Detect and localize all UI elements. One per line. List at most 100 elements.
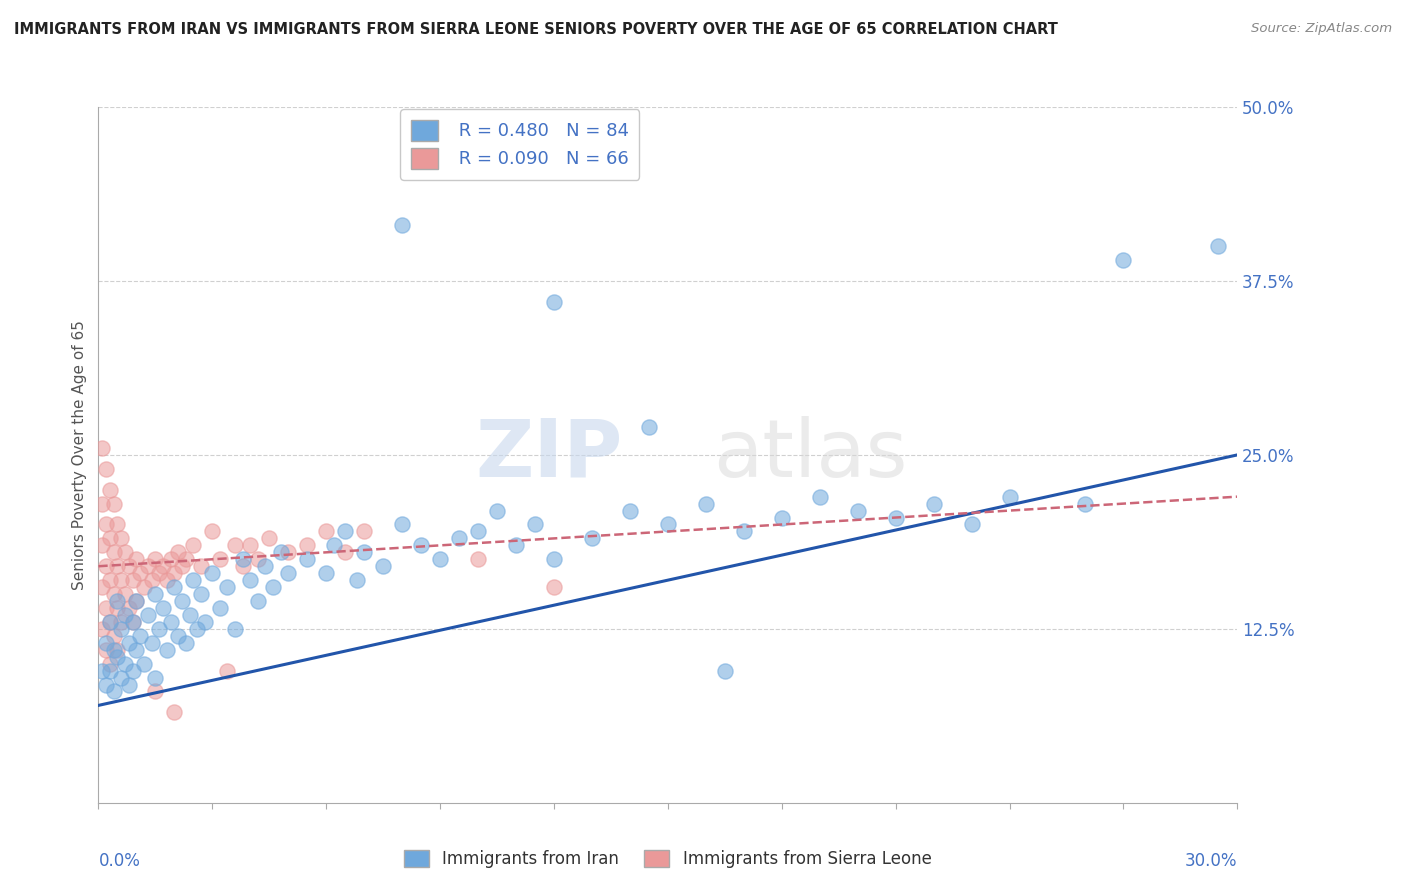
Text: 0.0%: 0.0% [98,852,141,870]
Point [110,573,132,587]
Point [183,573,205,587]
Point [449,532,471,546]
Point [998,490,1021,504]
Point [118,677,141,691]
Point [145,552,167,566]
Point [183,538,205,552]
Point [121,573,143,587]
Point [114,545,136,559]
Point [156,642,179,657]
Point [103,497,125,511]
Point [808,490,831,504]
Point [391,219,413,233]
Point [156,573,179,587]
Point [695,497,717,511]
Point [132,657,155,671]
Point [277,545,299,559]
Point [224,538,246,552]
Point [91,580,114,594]
Point [163,706,186,720]
Point [141,636,163,650]
Point [335,545,357,559]
Point [846,503,869,517]
Point [107,517,129,532]
Point [129,566,152,581]
Point [121,615,143,629]
Point [315,524,337,539]
Point [170,559,193,574]
Point [94,559,117,574]
Point [217,664,239,678]
Point [174,636,197,650]
Point [148,566,170,581]
Point [98,532,121,546]
Point [259,532,281,546]
Text: Source: ZipAtlas.com: Source: ZipAtlas.com [1251,22,1392,36]
Point [129,629,152,643]
Point [103,587,125,601]
Point [770,510,793,524]
Point [125,594,148,608]
Text: ZIP: ZIP [475,416,623,494]
Point [1074,497,1097,511]
Point [277,566,299,581]
Point [152,601,174,615]
Point [91,622,114,636]
Point [94,636,117,650]
Point [148,622,170,636]
Point [94,642,117,657]
Point [121,664,143,678]
Point [103,642,125,657]
Point [884,510,907,524]
Point [98,615,121,629]
Point [733,524,755,539]
Text: 30.0%: 30.0% [1185,852,1237,870]
Point [91,664,114,678]
Point [505,538,527,552]
Point [145,684,167,698]
Point [371,559,394,574]
Point [107,642,129,657]
Point [125,594,148,608]
Point [145,671,167,685]
Point [94,462,117,476]
Point [167,629,190,643]
Point [107,559,129,574]
Point [114,587,136,601]
Point [353,545,375,559]
Point [94,601,117,615]
Point [467,552,489,566]
Point [163,580,186,594]
Point [208,552,231,566]
Point [429,552,451,566]
Point [262,580,284,594]
Point [114,657,136,671]
Point [125,642,148,657]
Point [486,503,509,517]
Point [297,552,319,566]
Point [543,294,565,309]
Point [121,615,143,629]
Point [110,532,132,546]
Point [190,559,212,574]
Point [98,483,121,497]
Point [239,538,262,552]
Y-axis label: Seniors Poverty Over the Age of 65: Seniors Poverty Over the Age of 65 [72,320,87,590]
Point [543,552,565,566]
Point [118,559,141,574]
Point [98,573,121,587]
Point [208,601,231,615]
Point [315,566,337,581]
Point [141,573,163,587]
Point [270,545,292,559]
Point [335,524,357,539]
Point [163,566,186,581]
Point [152,559,174,574]
Point [103,545,125,559]
Point [638,420,661,434]
Point [353,524,375,539]
Point [136,607,159,622]
Point [136,559,159,574]
Point [922,497,945,511]
Point [714,664,737,678]
